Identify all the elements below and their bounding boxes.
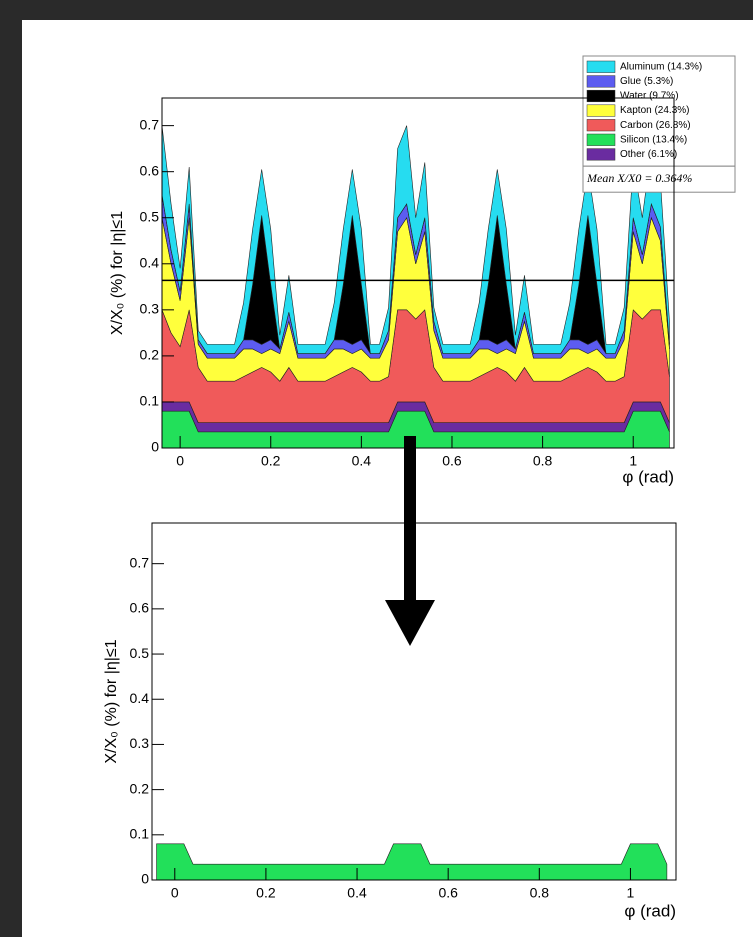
y-tick-label: 0.6 [130,600,150,616]
legend-label: Kapton (24.3%) [620,105,690,116]
y-axis-label: X/X₀ (%) for |η|≤1 [103,639,120,763]
y-tick-label: 0.7 [130,554,150,570]
x-tick-label: 0 [171,885,179,901]
x-tick-label: 0 [176,453,184,469]
legend-label: Glue (5.3%) [620,76,673,87]
chart: 0 0.1 0.2 0.3 0.4 0.5 0.6 0.7 0 0.2 0.4 0.6 0.8 1φ (r… [103,522,677,920]
legend-swatch [586,60,616,73]
annotation: Mean X/X0 = 0.364% [586,171,692,185]
legend-swatch [586,104,616,117]
plot-frame [161,97,675,449]
legend-label: Water (9.7%) [620,91,679,102]
legend-swatch [586,75,616,88]
x-axis-label: φ (rad) [622,467,674,486]
x-tick-label: 0.8 [533,453,553,469]
x-tick-label: 0.8 [530,885,550,901]
y-tick-label: 0.3 [140,301,160,317]
legend-swatch [586,119,616,132]
legend-swatch [586,133,616,146]
y-tick-label: 0 [141,871,149,887]
x-tick-label: 0.2 [256,885,276,901]
legend-swatch [586,89,616,103]
legend-label: Aluminum (14.3%) [620,61,702,72]
arrow [385,436,435,646]
y-tick-label: 0.5 [130,645,150,661]
y-tick-label: 0.2 [130,780,150,796]
y-tick-label: 0.4 [130,690,150,706]
x-tick-label: 0.4 [352,453,372,469]
y-tick-label: 0.1 [130,826,150,842]
y-tick-label: 0.6 [140,162,160,178]
y-axis-label: X/X₀ (%) for |η|≤1 [109,211,126,335]
x-tick-label: 0.6 [442,453,462,469]
y-tick-label: 0.3 [130,735,150,751]
legend-swatch [586,148,616,161]
x-tick-label: 1 [627,885,635,901]
area [162,125,670,354]
x-axis-label: φ (rad) [624,901,676,920]
plot-area [162,125,674,448]
x-tick-label: 0.6 [438,885,458,901]
y-tick-label: 0.4 [140,254,160,270]
x-tick-label: 1 [629,453,637,469]
y-tick-label: 0 [151,439,159,455]
y-tick-label: 0.5 [140,208,160,224]
x-tick-label: 0.2 [261,453,281,469]
legend-label: Silicon (13.4%) [620,134,687,145]
chart: Aluminum (14.3%) Glue (5.3%) Water (9.7%) K… [109,55,736,486]
y-tick-label: 0.2 [140,347,160,363]
legend-label: Carbon (26.8%) [620,120,691,131]
arrow-head [385,600,435,646]
y-tick-label: 0.1 [140,393,160,409]
legend-label: Other (6.1%) [620,149,677,160]
y-tick-label: 0.7 [140,116,160,132]
x-tick-label: 0.4 [347,885,367,901]
arrow-shaft [404,436,416,602]
annotation-box [582,165,736,193]
